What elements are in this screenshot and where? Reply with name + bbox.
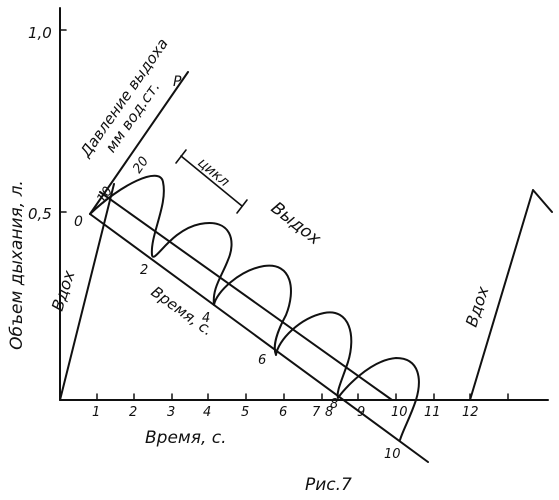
pressure-tick-label: 20 <box>130 154 152 176</box>
x-tick-label: 4 <box>203 405 211 420</box>
oblique-tick-label: 2 <box>140 263 148 278</box>
pressure-tick-label: 0 <box>74 214 83 230</box>
oblique-tick-label: 6 <box>258 353 266 368</box>
x-tick-label: 1 <box>92 405 100 420</box>
x-tick-label: 3 <box>167 405 175 420</box>
x-tick-label: 6 <box>279 405 287 420</box>
x-tick-label: 10 <box>391 405 408 420</box>
exhale-label: Выдох <box>267 198 325 250</box>
oblique-time-axis-line <box>90 214 428 462</box>
figure-caption: Рис.7 <box>305 475 352 495</box>
y-tick-label: 0,5 <box>28 205 52 223</box>
x-tick-label: 7 <box>312 405 321 420</box>
y-axis-label: Объем дыхания, л. <box>7 180 27 350</box>
pressure-axis-end-letter: P <box>173 74 182 90</box>
inhale-label-right: Вдох <box>462 284 493 330</box>
cycle-bracket-end <box>176 150 186 163</box>
cycle-bracket-end <box>237 200 247 213</box>
pressure-axis-label: Давление выдоха мм вод.ст. <box>76 35 187 171</box>
x-axis-label: Время, с. <box>145 428 227 448</box>
oblique-tick-label: 8 <box>330 397 338 412</box>
exhale-center-line <box>100 192 392 400</box>
inhale-label-left: Вдох <box>48 268 79 314</box>
x-tick-label: 12 <box>462 405 479 420</box>
oblique-tick-label: 10 <box>384 447 401 462</box>
x-tick-labels: 1 2 3 4 5 6 7 8 9 10 11 12 <box>92 405 479 420</box>
x-tick-label: 2 <box>129 405 137 420</box>
x-tick-label: 5 <box>241 405 249 420</box>
y-tick-label: 1,0 <box>28 24 52 42</box>
x-tick-label: 11 <box>424 405 441 420</box>
